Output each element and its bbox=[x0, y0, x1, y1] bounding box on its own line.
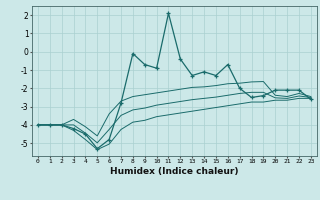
X-axis label: Humidex (Indice chaleur): Humidex (Indice chaleur) bbox=[110, 167, 239, 176]
